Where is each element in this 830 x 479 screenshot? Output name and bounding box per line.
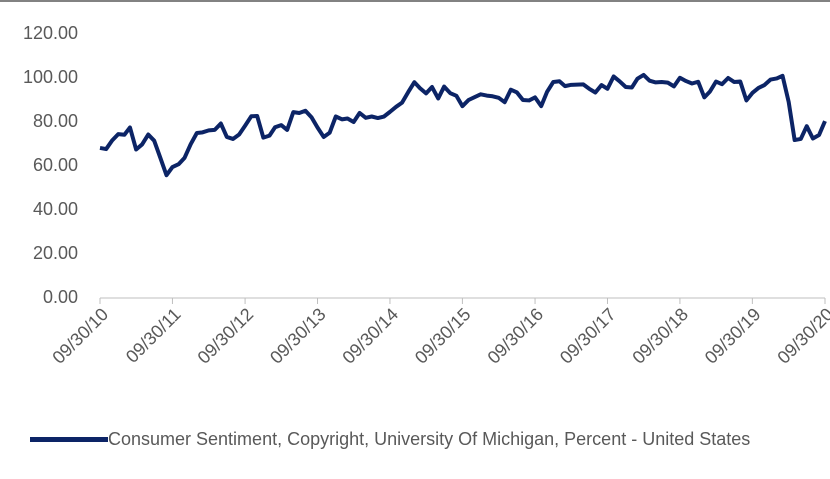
legend-label: Consumer Sentiment, Copyright, Universit…	[108, 429, 751, 449]
y-tick-label: 100.00	[23, 67, 78, 87]
x-tick-label: 09/30/18	[628, 304, 692, 368]
x-tick-label: 09/30/11	[122, 304, 185, 367]
x-tick-label: 09/30/13	[266, 304, 330, 368]
x-tick-label: 09/30/10	[48, 304, 112, 368]
y-tick-label: 0.00	[43, 287, 78, 307]
x-tick-label: 09/30/17	[556, 304, 620, 368]
x-tick-label: 09/30/19	[701, 304, 765, 368]
chart: 0.00 20.00 40.00 60.00 80.00 100.00 120.00 09/3…	[0, 0, 830, 368]
legend-swatch	[30, 437, 108, 442]
x-tick-label: 09/30/12	[194, 304, 258, 368]
y-tick-label: 120.00	[23, 23, 78, 43]
y-tick-label: 80.00	[33, 111, 78, 131]
y-tick-label: 40.00	[33, 199, 78, 219]
x-tick-label: 09/30/14	[338, 304, 402, 368]
x-tick-label: 09/30/15	[411, 304, 475, 368]
x-tick-label: 09/30/16	[484, 304, 548, 368]
legend: Consumer Sentiment, Copyright, Universit…	[30, 426, 830, 453]
y-tick-label: 60.00	[33, 155, 78, 175]
series-line	[99, 72, 827, 178]
y-tick-label: 20.00	[33, 243, 78, 263]
x-tick-label: 09/30/20	[773, 304, 830, 368]
